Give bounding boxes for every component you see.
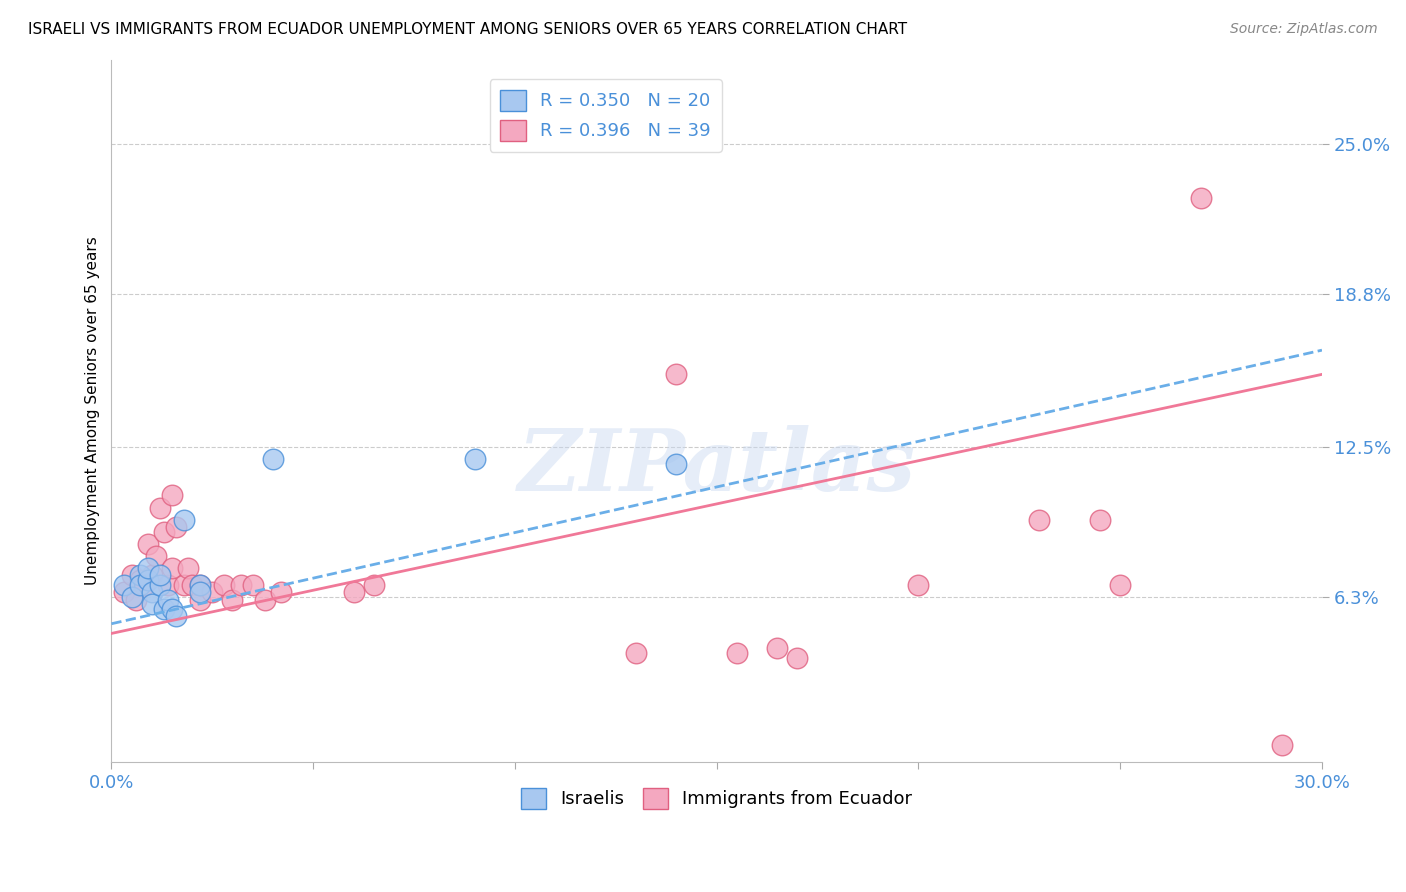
Point (160, 602, 183, 616)
Point (214, 578, 236, 592)
Point (128, 568, 150, 582)
Point (160, 561, 183, 575)
Point (1088, 513, 1111, 527)
Point (188, 578, 211, 592)
Point (141, 585, 163, 599)
Point (149, 500, 172, 515)
Point (665, 457, 688, 471)
Point (363, 578, 385, 592)
Point (242, 578, 264, 592)
Point (1271, 738, 1294, 752)
Point (136, 537, 159, 551)
Point (153, 524, 176, 539)
Point (181, 578, 204, 592)
Text: ZIPatlas: ZIPatlas (517, 425, 915, 508)
Point (342, 585, 364, 599)
Point (121, 590, 143, 604)
Point (725, 646, 748, 660)
Point (221, 592, 243, 607)
Point (141, 598, 163, 612)
Point (128, 578, 150, 592)
Point (229, 578, 252, 592)
Point (253, 592, 276, 607)
Point (624, 646, 647, 660)
Point (156, 578, 179, 592)
Point (124, 592, 146, 607)
Point (153, 602, 176, 616)
Point (156, 592, 179, 607)
Point (112, 585, 135, 599)
Point (141, 568, 163, 582)
Point (121, 568, 143, 582)
Point (907, 578, 929, 592)
Point (112, 578, 135, 592)
Point (173, 513, 195, 527)
Point (145, 549, 167, 563)
Point (177, 561, 200, 575)
Point (786, 650, 808, 665)
Point (136, 573, 159, 587)
Legend: Israelis, Immigrants from Ecuador: Israelis, Immigrants from Ecuador (513, 780, 920, 816)
Point (665, 368, 688, 382)
Point (165, 520, 187, 534)
Text: Source: ZipAtlas.com: Source: ZipAtlas.com (1230, 22, 1378, 37)
Point (173, 578, 195, 592)
Point (188, 578, 211, 592)
Point (149, 568, 172, 582)
Point (1109, 578, 1132, 592)
Point (165, 609, 187, 624)
Point (262, 452, 284, 467)
Point (188, 585, 211, 599)
Point (160, 488, 183, 502)
Point (270, 585, 292, 599)
Point (201, 585, 224, 599)
Point (132, 578, 155, 592)
Point (136, 561, 159, 575)
Point (1189, 191, 1212, 205)
Point (188, 592, 211, 607)
Point (128, 573, 150, 587)
Text: ISRAELI VS IMMIGRANTS FROM ECUADOR UNEMPLOYMENT AMONG SENIORS OVER 65 YEARS CORR: ISRAELI VS IMMIGRANTS FROM ECUADOR UNEMP… (28, 22, 907, 37)
Y-axis label: Unemployment Among Seniors over 65 years: Unemployment Among Seniors over 65 years (86, 236, 100, 585)
Point (1028, 513, 1050, 527)
Point (766, 640, 789, 655)
Point (464, 452, 486, 467)
Point (149, 578, 172, 592)
